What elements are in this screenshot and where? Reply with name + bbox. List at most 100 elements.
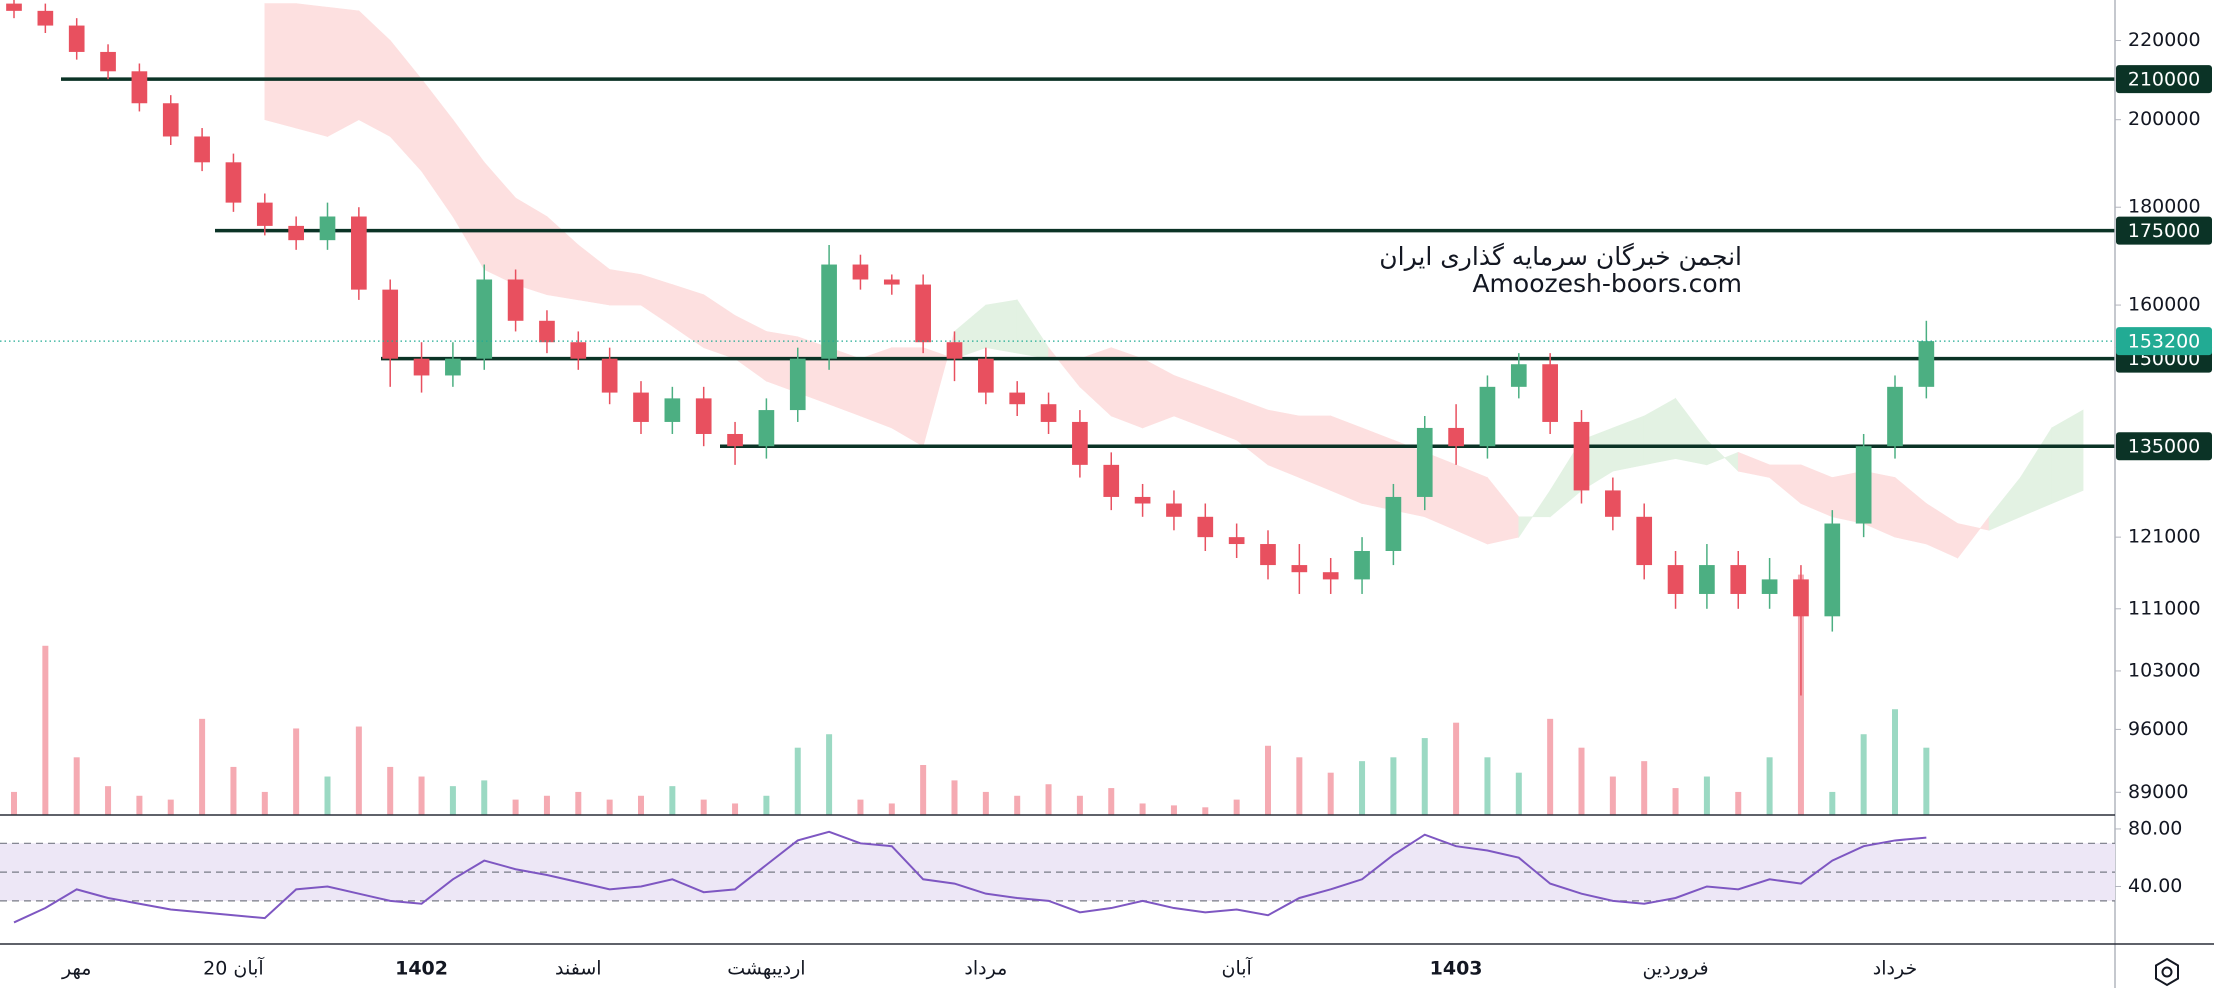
volume-bar — [167, 799, 174, 815]
candle-body — [633, 392, 649, 422]
settings-circle[interactable] — [2161, 966, 2173, 978]
ichimoku-cloud — [2051, 409, 2084, 504]
volume-bar — [888, 803, 895, 815]
candle-body — [1605, 490, 1621, 517]
candle-body — [1667, 565, 1684, 594]
main-layer — [0, 0, 2115, 696]
settings-hexagon[interactable] — [2155, 957, 2179, 987]
volume-bar — [73, 757, 80, 815]
volume-bar — [11, 791, 17, 815]
volume-bar — [857, 799, 864, 815]
candle-body — [1761, 579, 1778, 594]
volume-bar — [512, 799, 519, 815]
candle-body — [319, 216, 336, 241]
level-label: 210000 — [2128, 69, 2201, 91]
volume-bar — [199, 718, 206, 815]
y-tick-label: 121000 — [2128, 526, 2201, 548]
x-tick-label: فروردین — [1642, 958, 1708, 980]
volume-bar — [951, 780, 958, 815]
candle-body — [539, 320, 555, 343]
volume-bar — [1202, 807, 1209, 815]
volume-bar — [42, 645, 49, 815]
volume-bar — [1703, 776, 1710, 815]
candle-body — [1542, 364, 1558, 422]
volume-bar — [638, 795, 644, 815]
ichimoku-cloud — [985, 299, 1018, 354]
volume-bar — [1547, 718, 1554, 815]
level-label-box — [2116, 65, 2212, 94]
candle-body — [1197, 516, 1214, 538]
volume-bar — [293, 728, 300, 815]
volume-bar — [105, 786, 112, 815]
candle-body — [1354, 550, 1370, 580]
ichimoku-cloud — [327, 6, 360, 137]
candle-body — [1322, 572, 1339, 580]
volume-bar — [575, 791, 582, 815]
candle-body — [1260, 544, 1276, 566]
ichimoku-cloud — [1455, 464, 1488, 545]
x-tick-label: آبان — [1221, 956, 1252, 980]
candle-body — [37, 10, 54, 26]
volume-bar — [1578, 747, 1585, 815]
annotation: انجمن خبرگان سرمایه گذاری ایران — [1379, 242, 1742, 271]
candle-body — [507, 279, 524, 321]
ichimoku-cloud — [1330, 415, 1363, 504]
candle-body — [852, 264, 869, 280]
volume-bar — [606, 799, 613, 815]
level-label: 135000 — [2128, 436, 2201, 458]
candle-body — [6, 3, 22, 11]
candle-body — [1824, 523, 1841, 617]
candle-body — [194, 136, 210, 163]
ichimoku-cloud — [295, 3, 328, 137]
candle-body — [476, 279, 493, 359]
candle-body — [1291, 565, 1308, 573]
level-label-box — [2116, 432, 2212, 461]
candle-body — [758, 410, 775, 447]
volume-bar — [230, 766, 237, 815]
candle-body — [978, 358, 994, 393]
volume-bar — [794, 747, 801, 815]
candle-body — [601, 358, 618, 393]
y-tick-label: 111000 — [2128, 597, 2201, 619]
candle-body — [1573, 421, 1590, 491]
y-tick-label: 89000 — [2128, 781, 2188, 803]
rsi-y-tick-label: 80.00 — [2128, 817, 2182, 839]
volume-bar — [1484, 757, 1491, 815]
level-label: 175000 — [2128, 220, 2201, 242]
candle-body — [382, 289, 399, 359]
volume-bar — [1014, 795, 1021, 815]
x-tick-label: مهر — [61, 958, 91, 980]
x-tick-label: اسفند — [555, 958, 602, 980]
volume-bar — [1390, 757, 1397, 815]
x-tick-label: اردیبهشت — [727, 958, 805, 980]
last-price-label: 153200 — [2128, 331, 2201, 353]
volume-bar — [1860, 734, 1867, 815]
settings-icon[interactable] — [2155, 957, 2179, 987]
volume-bar — [700, 799, 707, 815]
candle-body — [1887, 386, 1903, 447]
candle-body — [413, 358, 430, 376]
volume-bar — [1045, 784, 1052, 815]
volume-bar — [1892, 709, 1898, 815]
candle-body — [351, 216, 367, 290]
volume-bar — [1923, 747, 1930, 815]
candle-body — [1448, 427, 1464, 447]
ichimoku-cloud — [609, 269, 642, 306]
volume-bar — [1609, 776, 1616, 815]
candle-body — [946, 342, 963, 359]
candle-body — [1134, 496, 1151, 504]
candle-body — [1730, 565, 1747, 594]
level-label-box — [2116, 216, 2212, 245]
volume-bar — [1829, 791, 1836, 815]
candle-body — [288, 225, 304, 241]
candle-body — [445, 358, 461, 376]
volume-bar — [1453, 722, 1460, 815]
volume-bar — [261, 791, 268, 815]
annotation: Amoozesh-boors.com — [1472, 269, 1742, 298]
volume-bar — [1359, 761, 1366, 815]
volume-bar — [763, 795, 770, 815]
volume-bar — [1076, 795, 1083, 815]
ichimoku-cloud — [1299, 415, 1331, 491]
volume-bar — [920, 765, 927, 815]
